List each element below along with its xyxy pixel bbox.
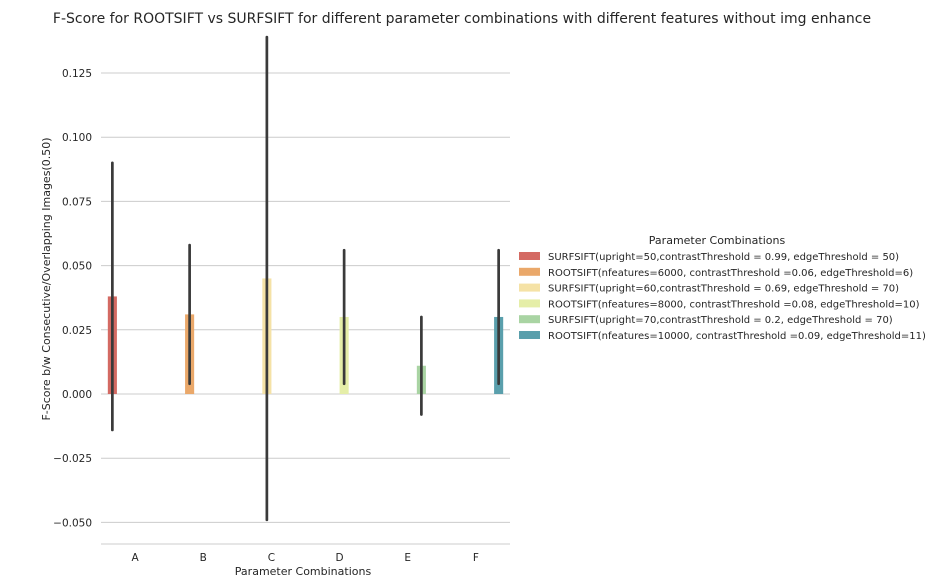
y-tick-label: 0.100 <box>62 132 92 144</box>
legend-swatch <box>519 267 540 276</box>
x-tick-label: B <box>200 552 207 564</box>
y-tick-label: 0.075 <box>62 196 92 208</box>
legend-swatch <box>519 299 540 308</box>
y-tick-labels: −0.050 −0.025 0.000 0.025 0.050 0.075 0.100 0.1… <box>53 68 92 529</box>
x-tick-label: D <box>336 552 344 564</box>
grid-lines <box>101 72 510 523</box>
y-tick-label: 0.000 <box>62 389 92 401</box>
x-tick-labels: A B C D E F <box>131 552 478 564</box>
legend: SURFSIFT(upright=50,contrastThreshold = … <box>519 252 926 342</box>
error-bars <box>111 35 500 522</box>
legend-label: SURFSIFT(upright=60,contrastThreshold = … <box>548 284 899 295</box>
x-tick-label: F <box>473 552 479 564</box>
legend-label: ROOTSIFT(nfeatures=8000, contrastThresho… <box>548 299 920 310</box>
legend-swatch <box>519 283 540 292</box>
x-tick-label: C <box>268 552 275 564</box>
chart-title: F-Score for ROOTSIFT vs SURFSIFT for dif… <box>53 11 871 27</box>
y-tick-label: 0.050 <box>62 261 92 273</box>
legend-label: ROOTSIFT(nfeatures=6000, contrastThresho… <box>548 268 913 279</box>
legend-label: SURFSIFT(upright=70,contrastThreshold = … <box>548 315 893 326</box>
y-tick-label: 0.125 <box>62 68 92 80</box>
x-tick-label: A <box>131 552 139 564</box>
x-tick-label: E <box>404 552 411 564</box>
y-tick-label: −0.025 <box>53 453 92 465</box>
y-axis-label: F-Score b/w Consecutive/Overlapping Imag… <box>40 137 53 420</box>
legend-swatch <box>519 315 540 324</box>
legend-swatch <box>519 331 540 339</box>
legend-label: SURFSIFT(upright=50,contrastThreshold = … <box>548 252 899 263</box>
y-tick-label: −0.050 <box>53 517 92 529</box>
x-axis-label: Parameter Combinations <box>235 565 372 576</box>
bars <box>107 278 504 394</box>
y-tick-label: 0.025 <box>62 325 92 337</box>
legend-swatch <box>519 252 540 260</box>
legend-title: Parameter Combinations <box>649 234 786 247</box>
legend-label: ROOTSIFT(nfeatures=10000, contrastThresh… <box>548 331 926 342</box>
